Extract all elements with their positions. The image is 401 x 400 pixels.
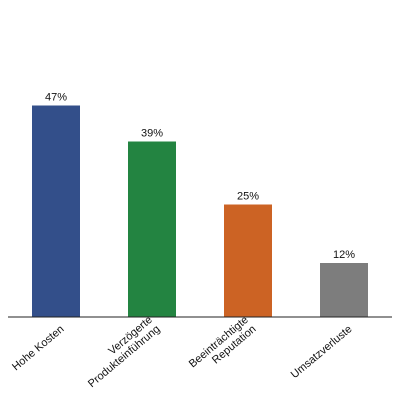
bar-2 [128,141,176,317]
bars-group [32,105,368,317]
value-label-1: 47% [45,92,67,104]
value-labels-group: 47% 39% 25% 12% [45,92,355,262]
bar-1 [32,105,80,317]
category-label-3: BeeinträchtigteReputation [187,314,259,380]
bar-3 [224,204,272,317]
category-label-2: VerzögerteProdukteinführung [78,314,162,390]
category-label-1: Hohe Kosten [10,323,66,373]
category-label-4: Umsatzverluste [289,323,355,381]
value-label-4: 12% [333,249,355,261]
value-label-2: 39% [141,128,163,140]
value-label-3: 25% [237,191,259,203]
category-labels-group: Hohe Kosten VerzögerteProdukteinführung Be… [10,314,354,390]
bar-4 [320,263,368,317]
